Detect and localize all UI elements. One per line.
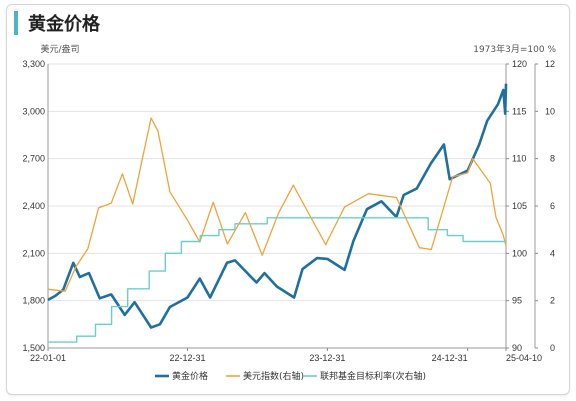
title-accent-bar [14,11,18,35]
y-left-tick: 3,300 [22,59,45,69]
x-tick: 23-12-31 [309,353,345,363]
series-line-3 [48,217,506,343]
x-tick: 24-12-31 [432,353,468,363]
y-right1-tick: 115 [512,106,526,116]
x-tick: 22-12-31 [169,353,205,363]
legend: 黄金价格 美元指数(右轴) 联邦基金目标利率(次右轴) [155,370,426,382]
y-right1-tick: 90 [512,343,522,353]
y-left-tick: 2,700 [22,154,45,164]
tick-labels: 1,500 90 0 1,800 95 2 2,100 100 4 2,400 105 6 2,700 1… [22,59,555,363]
legend-label: 美元指数(右轴) [243,370,304,382]
right-axis-unit: 1973年3月=100 % [473,43,556,55]
y-right2-tick: 2 [550,296,555,306]
grid [48,63,506,349]
left-axis-unit: 美元/盎司 [40,43,79,55]
y-left-tick: 1,500 [22,343,45,353]
chart-card [6,4,570,395]
y-right2-tick: 10 [545,106,555,116]
y-left-tick: 2,400 [22,201,45,211]
chart-header: 黄金价格 [14,10,100,36]
series-line-2 [47,117,507,292]
series-group [47,83,508,343]
y-left-tick: 3,000 [22,106,45,116]
y-right1-tick: 110 [512,154,526,164]
y-right1-tick: 120 [512,59,527,69]
y-right2-tick: 4 [550,248,555,258]
legend-label: 黄金价格 [172,370,208,382]
y-right2-tick: 6 [550,201,555,211]
y-right1-tick: 100 [512,248,527,258]
y-right2-tick: 0 [550,343,555,353]
y-left-tick: 2,100 [22,248,45,258]
y-right1-tick: 95 [512,296,522,306]
x-tick: 22-01-01 [30,353,66,363]
y-right1-tick: 105 [512,201,527,211]
y-left-tick: 1,800 [22,296,45,306]
y-right2-tick: 12 [545,59,555,69]
legend-label: 联邦基金目标利率(次右轴) [320,370,426,382]
y-right2-tick: 8 [550,154,555,164]
chart-title: 黄金价格 [28,14,100,35]
x-tick: 25-04-10 [506,353,542,363]
